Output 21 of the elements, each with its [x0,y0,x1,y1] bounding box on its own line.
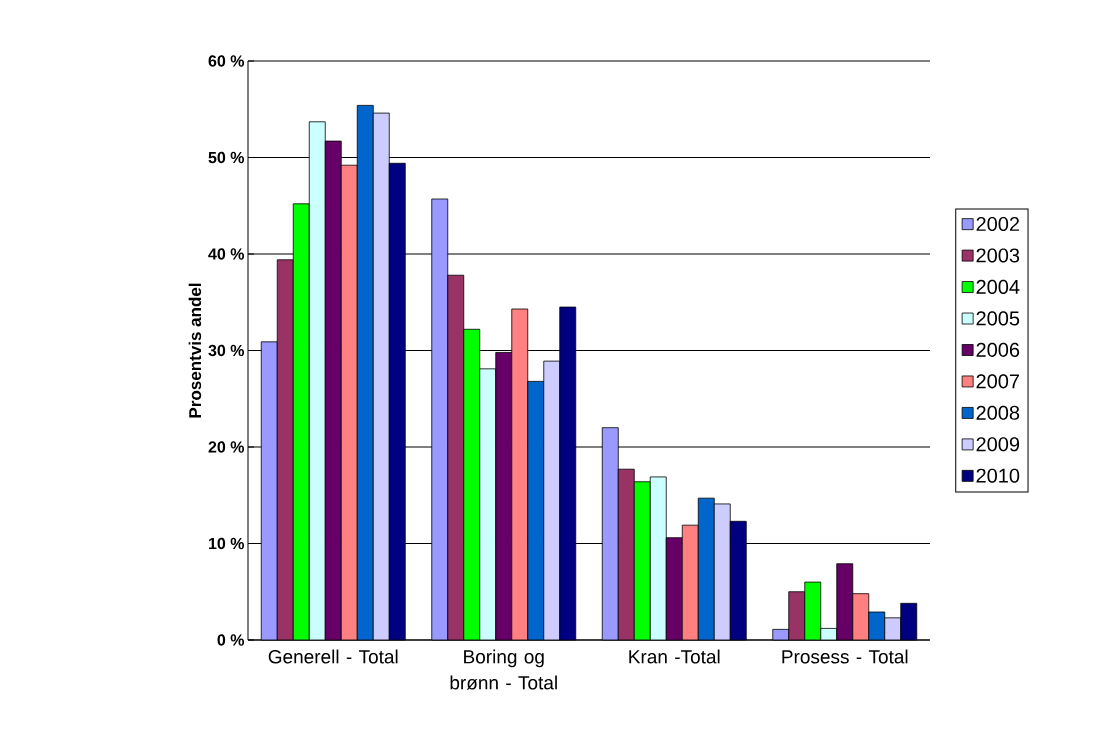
legend-label: 2005 [976,311,1020,326]
y-tick-label: 60 % [208,55,245,67]
y-axis-title: Prosentvis andel [188,283,202,418]
x-tick-label: Kran -Total [629,649,720,664]
legend-label: 2004 [976,279,1020,294]
legend-label: 2008 [976,405,1020,420]
x-tick-label: Prosess - Total [782,649,908,664]
legend-label: 2003 [976,248,1020,263]
legend-label: 2007 [976,374,1020,389]
x-tick-label: Generell - Total [268,649,398,664]
legend-label: 2006 [976,342,1020,357]
y-tick-label: 0 % [217,634,245,646]
legend-label: 2002 [976,216,1020,232]
y-tick-label: 20 % [208,441,245,453]
legend-label: 2009 [976,437,1020,452]
x-tick-label: Boring og brønn - Total [450,649,557,690]
y-tick-label: 10 % [209,537,245,550]
y-tick-label: 50 % [208,151,245,164]
legend-label: 2010 [976,468,1020,483]
y-tick-label: 40 % [208,248,245,260]
y-tick-label: 30 % [208,344,245,357]
